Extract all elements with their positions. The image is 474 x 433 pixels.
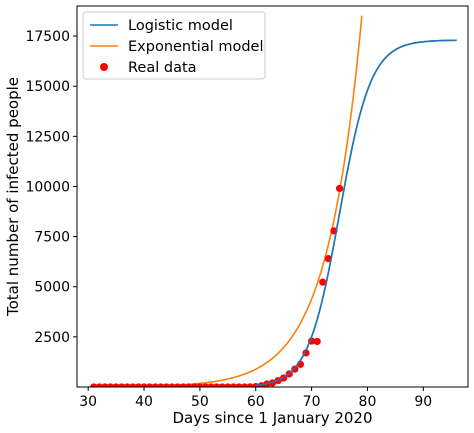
x-axis-label: Days since 1 January 2020 xyxy=(172,409,372,427)
legend-swatch-real-data xyxy=(100,63,108,71)
data-point xyxy=(336,185,343,192)
x-tick-label: 40 xyxy=(135,394,153,410)
x-tick-label: 90 xyxy=(414,394,432,410)
series-line-logistic-overlay xyxy=(256,40,456,385)
data-point xyxy=(314,338,321,345)
series-line-logistic xyxy=(94,40,457,387)
legend: Logistic model Exponential model Real da… xyxy=(83,12,265,79)
legend-label-exponential: Exponential model xyxy=(128,39,264,55)
y-tick-label: 7500 xyxy=(34,230,70,246)
x-tick-label: 60 xyxy=(247,394,265,410)
y-tick-label: 15000 xyxy=(25,79,70,95)
y-tick-label: 10000 xyxy=(25,179,70,195)
y-tick-label: 5000 xyxy=(34,280,70,296)
y-tick-label: 12500 xyxy=(25,129,70,145)
legend-label-real-data: Real data xyxy=(128,60,197,76)
x-tick-label: 30 xyxy=(79,394,97,410)
x-tick-label: 80 xyxy=(359,394,377,410)
ticks-layer: 30 40 50 60 70 80 90 2500 5000 7500 10000 12500 1500… xyxy=(25,29,432,410)
x-tick-label: 70 xyxy=(303,394,321,410)
y-axis-label: Total number of infected people xyxy=(4,77,22,317)
x-tick-label: 50 xyxy=(191,394,209,410)
y-tick-label: 2500 xyxy=(34,330,70,346)
y-tick-label: 17500 xyxy=(25,29,70,45)
legend-label-logistic: Logistic model xyxy=(128,18,233,34)
